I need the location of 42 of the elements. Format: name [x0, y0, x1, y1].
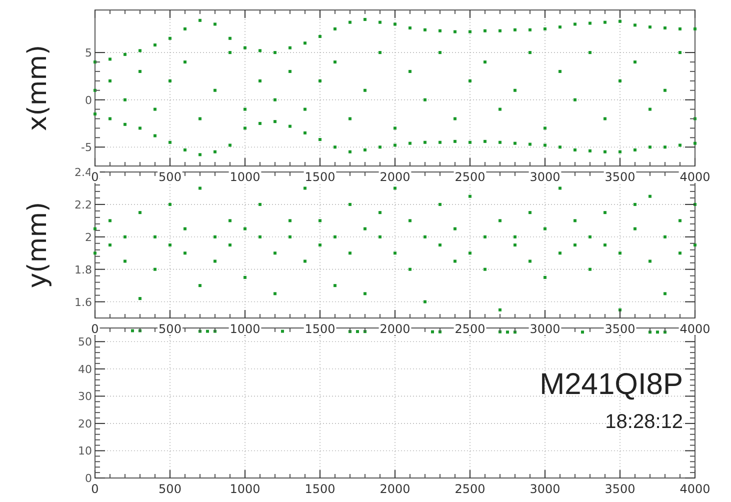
- x-tick-label: 500: [158, 482, 182, 496]
- x-tick-label: 2500: [454, 322, 486, 336]
- y-tick-label: 0: [85, 94, 92, 107]
- x-tick-label: 1000: [230, 322, 260, 336]
- x-tick-label: 3000: [530, 170, 560, 184]
- y-tick-label: 1.8: [74, 263, 92, 276]
- y-tick-label: 2.2: [74, 198, 92, 212]
- x-tick-label: 4000: [680, 170, 710, 184]
- x-tick-label: 3500: [604, 322, 636, 336]
- x-tick-label: 3500: [604, 170, 636, 184]
- annotation: 18:28:12: [605, 411, 683, 433]
- y-tick-label: 30: [78, 390, 92, 404]
- x-tick-label: 1500: [304, 170, 336, 184]
- y-tick-label: 5: [85, 46, 92, 60]
- x-tick-label: 3000: [530, 322, 560, 336]
- y-tick-label: 2: [85, 230, 92, 244]
- x-tick-label: 4000: [680, 482, 710, 496]
- x-tick-label: 1000: [230, 170, 260, 184]
- x-tick-label: 3500: [604, 482, 636, 496]
- x-tick-label: 1500: [304, 322, 336, 336]
- x-tick-label: 500: [158, 170, 182, 184]
- x-tick-label: 4000: [680, 322, 710, 336]
- y-tick-label: 2.4: [74, 166, 92, 179]
- x-tick-label: 500: [158, 322, 182, 336]
- x-tick-label: 2000: [380, 170, 410, 184]
- y-tick-label: 1.6: [74, 296, 92, 309]
- x-tick-label: 2500: [454, 482, 486, 496]
- y-tick-label: 50: [78, 336, 92, 349]
- y-tick-label: -5: [81, 141, 92, 154]
- annotation: M241QI8P: [540, 368, 683, 401]
- y-tick-label: 40: [78, 362, 92, 376]
- y-axis-title: x(mm): [23, 44, 53, 132]
- x-tick-label: 2000: [380, 482, 410, 496]
- x-tick-label: 1000: [230, 482, 260, 496]
- y-tick-label: 20: [78, 417, 92, 430]
- x-tick-label: 1500: [304, 482, 336, 496]
- y-tick-label: 0: [85, 472, 92, 485]
- y-tick-label: 10: [78, 444, 92, 458]
- x-tick-label: 2500: [454, 170, 486, 184]
- y-axis-title: y(mm): [23, 202, 53, 288]
- x-tick-label: 2000: [380, 322, 410, 336]
- x-tick-label: 3000: [530, 482, 560, 496]
